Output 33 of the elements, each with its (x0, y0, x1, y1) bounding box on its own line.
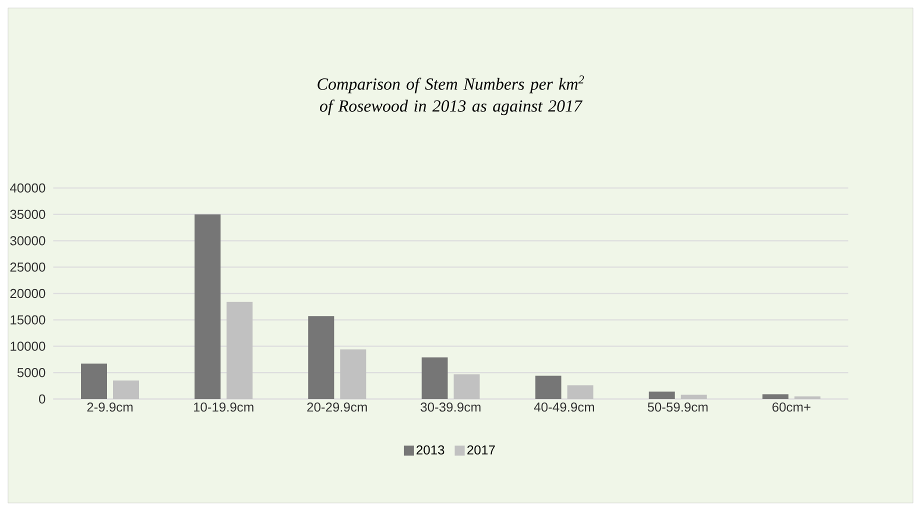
y-tick-label: 20000 (10, 288, 46, 298)
bar (454, 374, 480, 399)
y-tick-label: 35000 (10, 210, 46, 219)
bar (794, 396, 820, 399)
bar (226, 302, 253, 399)
x-tick-label: 50-59.9cm (648, 402, 708, 412)
bar (308, 316, 334, 399)
chart-title: Comparison of Stem Numbers per km$^{2}$ of Rosewood in 2013 as against 2017 (318, 76, 584, 116)
y-tick-label: 15000 (10, 315, 46, 324)
x-tick-label: 20-29.9cm (307, 402, 367, 412)
legend-label: 2017 (467, 445, 495, 455)
bar (567, 385, 594, 399)
x-tick-label: 10-19.9cm (194, 402, 254, 412)
bar (762, 394, 788, 399)
x-tick-label: 2-9.9cm (87, 402, 133, 412)
y-tick-label: 30000 (10, 236, 46, 246)
x-tick-label: 40-49.9cm (534, 402, 594, 412)
bar (422, 357, 448, 399)
bar (340, 349, 366, 399)
bar (680, 394, 707, 399)
y-tick-label: 10000 (10, 342, 46, 351)
bar (648, 392, 675, 399)
y-tick-label: 40000 (10, 183, 46, 193)
bar (113, 380, 140, 399)
legend-label: 2013 (416, 445, 444, 455)
y-tick-label: 5000 (17, 368, 46, 378)
x-tick-label: 30-39.9cm (420, 402, 480, 412)
x-tick-label: 60cm+ (772, 402, 810, 412)
y-tick-label: 0 (39, 394, 46, 404)
y-tick-label: 25000 (10, 262, 46, 272)
bar (81, 364, 108, 399)
bar (194, 214, 221, 399)
bar (535, 376, 562, 399)
